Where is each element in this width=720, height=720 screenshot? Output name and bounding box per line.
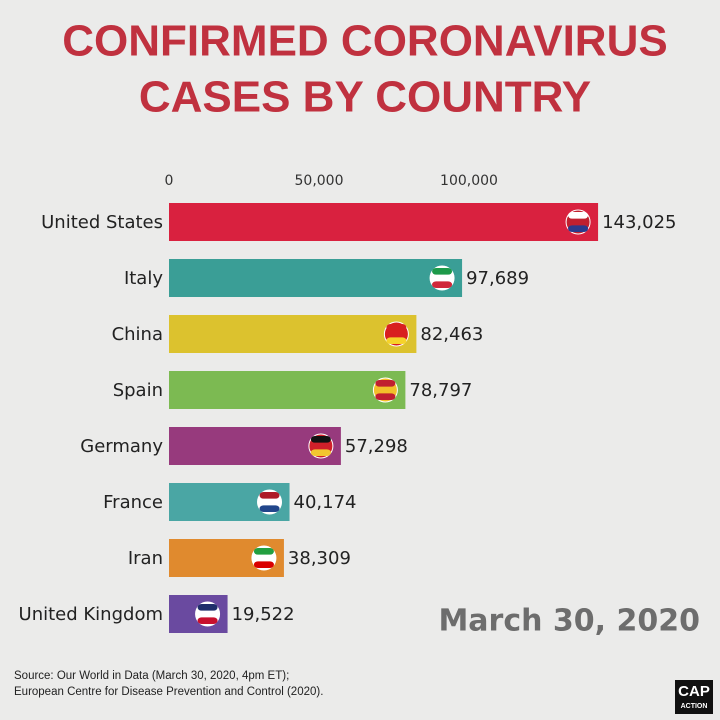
value-label: 143,025 xyxy=(602,212,676,233)
flag-icon xyxy=(386,324,407,331)
flag-icon xyxy=(386,337,407,344)
category-label: United Kingdom xyxy=(19,604,163,625)
flag-icon xyxy=(197,617,218,624)
value-label: 38,309 xyxy=(288,548,351,569)
x-tick-label: 0 xyxy=(165,173,174,189)
logo-text: ACTION xyxy=(681,703,708,710)
logo-text: CAP xyxy=(678,683,710,700)
flag-icon xyxy=(197,604,218,611)
category-label: Italy xyxy=(124,268,163,289)
category-label: Germany xyxy=(80,436,163,457)
chart-title: CONFIRMED CORONAVIRUS xyxy=(62,17,667,66)
category-label: France xyxy=(103,492,163,513)
value-label: 57,298 xyxy=(345,436,408,457)
flag-icon xyxy=(253,548,274,555)
flag-icon xyxy=(253,561,274,568)
flag-icon xyxy=(432,281,453,288)
flag-icon xyxy=(568,212,589,219)
value-label: 40,174 xyxy=(294,492,357,513)
logo-box xyxy=(675,680,713,714)
flag-icon xyxy=(375,380,396,387)
flag-icon xyxy=(259,505,280,512)
category-label: China xyxy=(112,324,163,345)
flag-icon xyxy=(310,449,331,456)
bar xyxy=(169,371,406,409)
x-tick-label: 50,000 xyxy=(295,173,344,189)
value-label: 78,797 xyxy=(409,380,472,401)
category-label: Spain xyxy=(113,380,163,401)
flag-icon xyxy=(432,268,453,275)
bar xyxy=(169,315,417,353)
chart-title: CASES BY COUNTRY xyxy=(139,73,591,122)
value-label: 19,522 xyxy=(232,604,295,625)
bar xyxy=(169,259,463,297)
source-note: Source: Our World in Data (March 30, 202… xyxy=(14,670,289,682)
flag-icon xyxy=(259,492,280,499)
value-label: 82,463 xyxy=(420,324,483,345)
x-tick-label: 100,000 xyxy=(440,173,498,189)
flag-icon xyxy=(310,436,331,443)
category-label: United States xyxy=(41,212,163,233)
date-annotation: March 30, 2020 xyxy=(438,604,700,639)
bar xyxy=(169,203,599,241)
flag-icon xyxy=(568,225,589,232)
flag-icon xyxy=(375,393,396,400)
value-label: 97,689 xyxy=(466,268,529,289)
category-label: Iran xyxy=(128,548,163,569)
source-note: European Centre for Disease Prevention a… xyxy=(14,686,323,698)
